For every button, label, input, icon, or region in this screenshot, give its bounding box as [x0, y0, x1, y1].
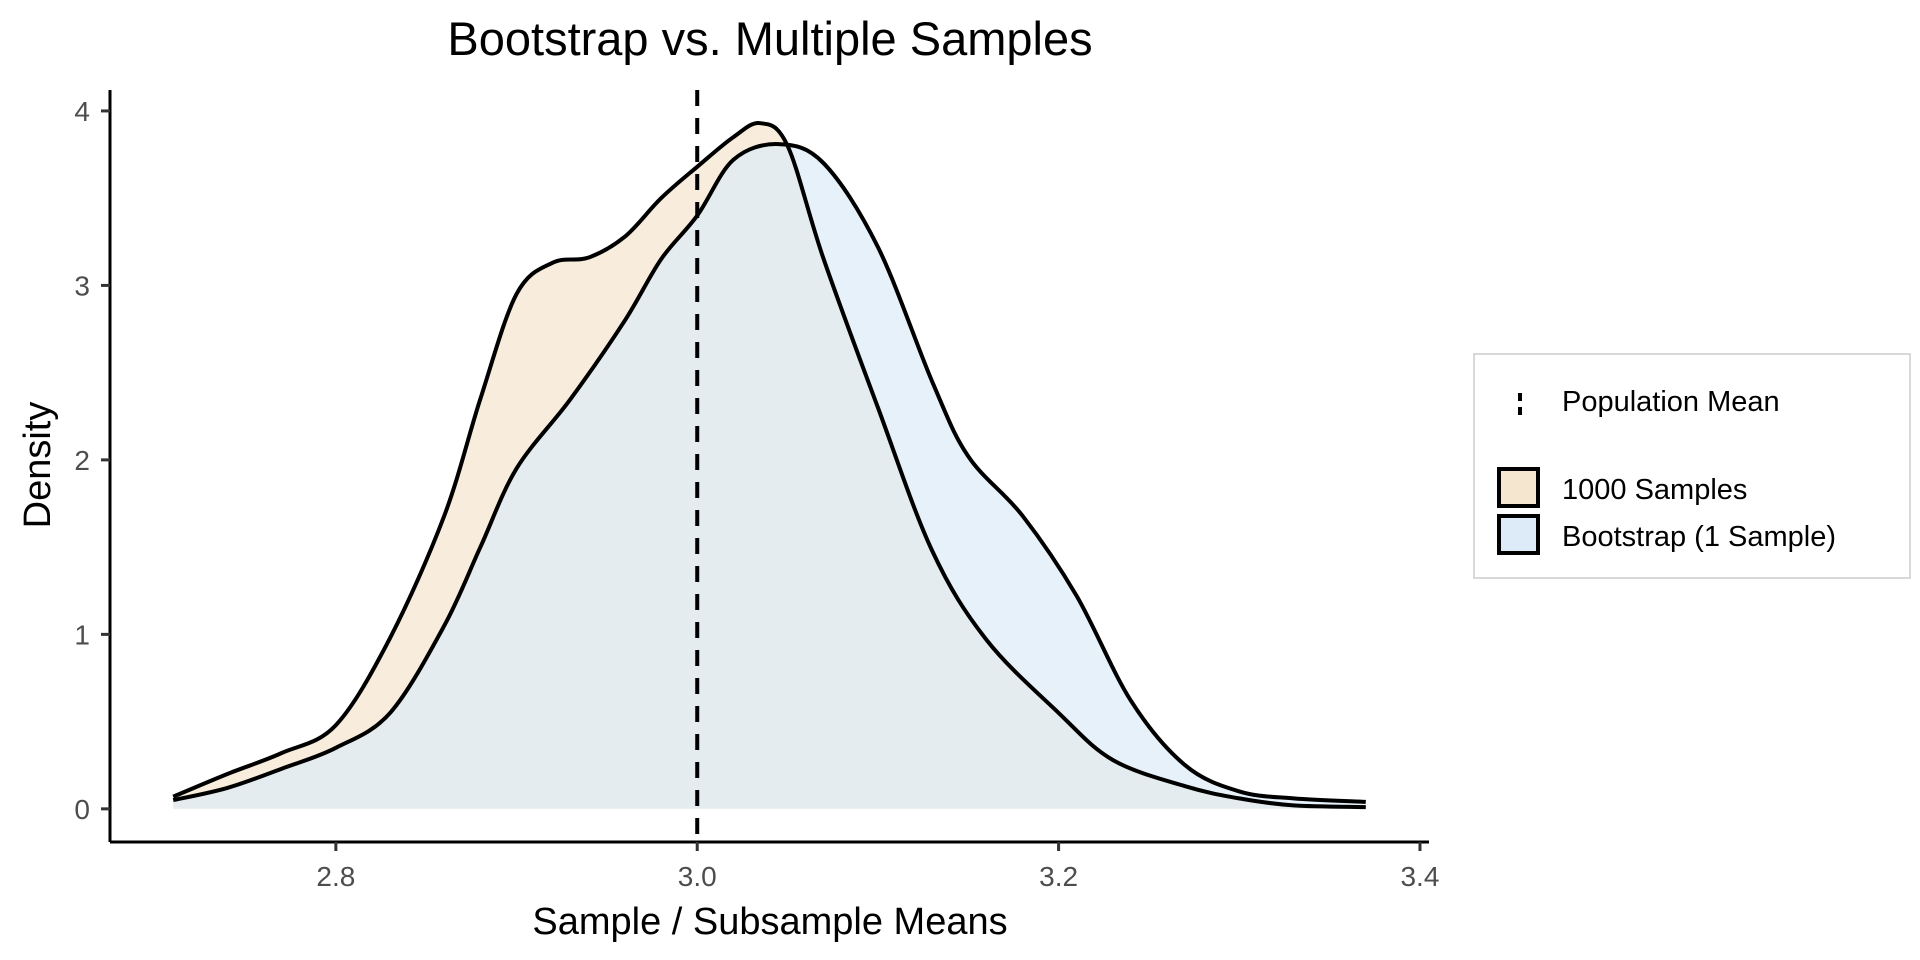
y-tick-label: 2 [74, 445, 90, 476]
axes: 2.8 3.0 3.2 3.4 0 1 2 3 4 [74, 90, 1439, 892]
density-area-bootstrap [173, 144, 1366, 809]
legend-label-1000-samples: 1000 Samples [1562, 474, 1747, 506]
legend-label-bootstrap: Bootstrap (1 Sample) [1562, 521, 1836, 553]
legend-box [1473, 353, 1911, 579]
legend: Population Mean 1000 Samples Bootstrap (… [1473, 353, 1911, 579]
x-tick-label: 2.8 [316, 861, 355, 892]
density-line-bootstrap [172, 142, 1366, 804]
legend-key-bootstrap [1497, 514, 1540, 555]
legend-key-1000-samples [1497, 467, 1540, 508]
legend-label-population-mean: Population Mean [1562, 386, 1780, 418]
y-tick-label: 4 [74, 96, 90, 127]
x-axis-title: Sample / Subsample Means [532, 901, 1007, 943]
y-tick-label: 0 [74, 794, 90, 825]
density-line-1000-samples [172, 121, 1366, 810]
y-tick-label: 3 [74, 270, 90, 301]
x-tick-label: 3.0 [678, 861, 717, 892]
y-axis-title: Density [17, 402, 59, 529]
x-tick-label: 3.2 [1039, 861, 1078, 892]
plot-area [172, 90, 1366, 842]
chart-title: Bootstrap vs. Multiple Samples [447, 12, 1092, 65]
x-tick-label: 3.4 [1400, 861, 1439, 892]
y-tick-label: 1 [74, 619, 90, 650]
